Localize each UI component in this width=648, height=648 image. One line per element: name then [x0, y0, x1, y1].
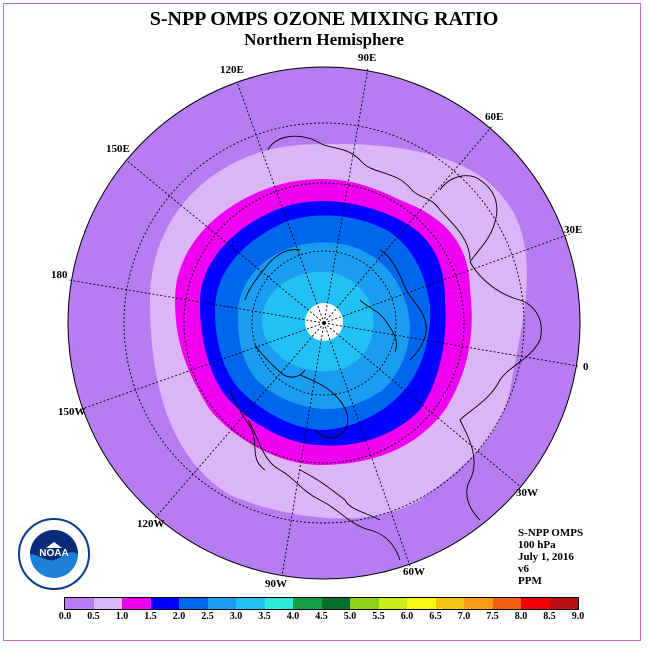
colorbar-swatch [435, 598, 464, 609]
info-panel: S-NPP OMPS 100 hPa July 1, 2016 v6 PPM [518, 527, 583, 587]
colorbar-swatch [93, 598, 122, 609]
colorbar-swatch [65, 598, 94, 609]
label-90w: 90W [265, 578, 287, 590]
colorbar-swatch [407, 598, 436, 609]
colorbar-tick-label: 3.5 [258, 611, 271, 622]
colorbar-swatch [236, 598, 265, 609]
noaa-logo: NOAA [18, 518, 90, 590]
noaa-logo-text: NOAA [39, 548, 68, 559]
label-90e: 90E [358, 52, 377, 64]
label-180: 180 [51, 269, 68, 281]
label-30w: 30W [516, 487, 538, 499]
label-120w: 120W [137, 518, 165, 530]
colorbar-tick-label: 0.0 [58, 611, 72, 622]
coastlines [229, 135, 542, 561]
colorbar-ticks: 0.0 0.5 1.0 1.5 2.0 2.5 3.0 3.5 4.0 4.5 5.0 5.5 6.0 6… [0, 611, 648, 625]
label-120e: 120E [220, 64, 244, 76]
colorbar-swatch [293, 598, 322, 609]
colorbar-tick-label: 5.5 [372, 611, 385, 622]
colorbar-tick-label: 3.0 [229, 611, 243, 622]
colorbar-swatch [378, 598, 407, 609]
label-30e: 30E [564, 224, 583, 236]
info-instrument: S-NPP OMPS [518, 527, 584, 539]
colorbar-tick-label: 1.5 [144, 611, 157, 622]
colorbar-tick-label: 0.5 [87, 611, 100, 622]
label-150e: 150E [106, 143, 130, 155]
colorbar-swatch [321, 598, 350, 609]
colorbar-swatch [350, 598, 379, 609]
map-boundary [67, 66, 581, 580]
colorbar-tick-label: 7.5 [486, 611, 499, 622]
page-subtitle: Northern Hemisphere [244, 30, 404, 49]
colorbar-swatch [492, 598, 521, 609]
colorbar-tick-label: 2.5 [201, 611, 214, 622]
graticule [68, 67, 579, 577]
colorbar-swatch [521, 598, 550, 609]
colorbar-tick-label: 4.5 [315, 611, 328, 622]
info-units: PPM [518, 575, 542, 587]
colorbar-tick-label: 7.0 [457, 611, 471, 622]
label-60w: 60W [403, 566, 425, 578]
colorbar-tick-label: 9.0 [571, 611, 585, 622]
colorbar-tick-label: 5.0 [343, 611, 357, 622]
colorbar-swatch [122, 598, 151, 609]
colorbar-swatch [179, 598, 208, 609]
colorbar-tick-label: 8.5 [543, 611, 556, 622]
colorbar-tick-label: 8.0 [514, 611, 528, 622]
info-level: 100 hPa [518, 539, 556, 551]
label-60e: 60E [485, 111, 504, 123]
colorbar-swatch [207, 598, 236, 609]
colorbar-tick-label: 6.0 [400, 611, 414, 622]
colorbar-swatch [464, 598, 493, 609]
label-0: 0 [583, 361, 589, 373]
colorbar [64, 597, 579, 610]
colorbar-swatch [264, 598, 293, 609]
info-date: July 1, 2016 [518, 551, 574, 563]
label-150w: 150W [58, 406, 86, 418]
page-title: S-NPP OMPS OZONE MIXING RATIO [149, 8, 499, 30]
info-version: v6 [518, 563, 529, 575]
colorbar-swatch [549, 598, 578, 609]
colorbar-tick-label: 1.0 [115, 611, 129, 622]
colorbar-tick-label: 6.5 [429, 611, 442, 622]
colorbar-tick-label: 4.0 [286, 611, 300, 622]
colorbar-tick-label: 2.0 [172, 611, 186, 622]
colorbar-swatch [150, 598, 179, 609]
